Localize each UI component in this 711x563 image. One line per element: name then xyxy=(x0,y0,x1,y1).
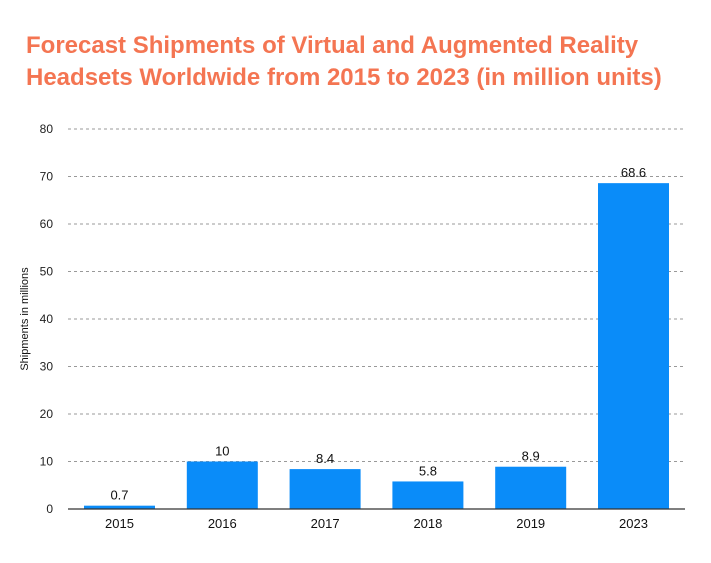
data-label: 8.9 xyxy=(522,449,540,464)
y-tick-label: 30 xyxy=(40,360,54,374)
x-tick-label: 2023 xyxy=(619,516,648,531)
y-tick-label: 40 xyxy=(40,312,54,326)
bar-2017 xyxy=(289,469,361,509)
y-tick-label: 50 xyxy=(40,265,54,279)
x-tick-label: 2016 xyxy=(208,516,237,531)
bar-2016 xyxy=(186,461,258,509)
data-label: 5.8 xyxy=(419,463,437,478)
chart-title: Forecast Shipments of Virtual and Augmen… xyxy=(26,32,662,91)
data-label: 0.7 xyxy=(110,488,128,503)
y-tick-label: 80 xyxy=(40,122,54,136)
bar-2019 xyxy=(495,466,567,509)
y-axis-label: Shipments in millions xyxy=(19,267,31,371)
y-tick-label: 70 xyxy=(40,170,54,184)
data-label: 8.4 xyxy=(316,451,334,466)
x-tick-label: 2018 xyxy=(413,516,442,531)
bar-2018 xyxy=(392,481,464,509)
bar-2023 xyxy=(598,183,669,509)
data-label: 10 xyxy=(215,444,229,459)
bar-2015 xyxy=(84,505,155,509)
x-tick-label: 2015 xyxy=(105,516,134,531)
data-label: 68.6 xyxy=(621,165,646,180)
x-tick-label: 2017 xyxy=(311,516,340,531)
y-tick-label: 60 xyxy=(40,217,54,231)
y-tick-label: 10 xyxy=(40,455,54,469)
y-tick-label: 0 xyxy=(46,502,53,516)
y-tick-label: 20 xyxy=(40,407,54,421)
x-tick-label: 2019 xyxy=(516,516,545,531)
